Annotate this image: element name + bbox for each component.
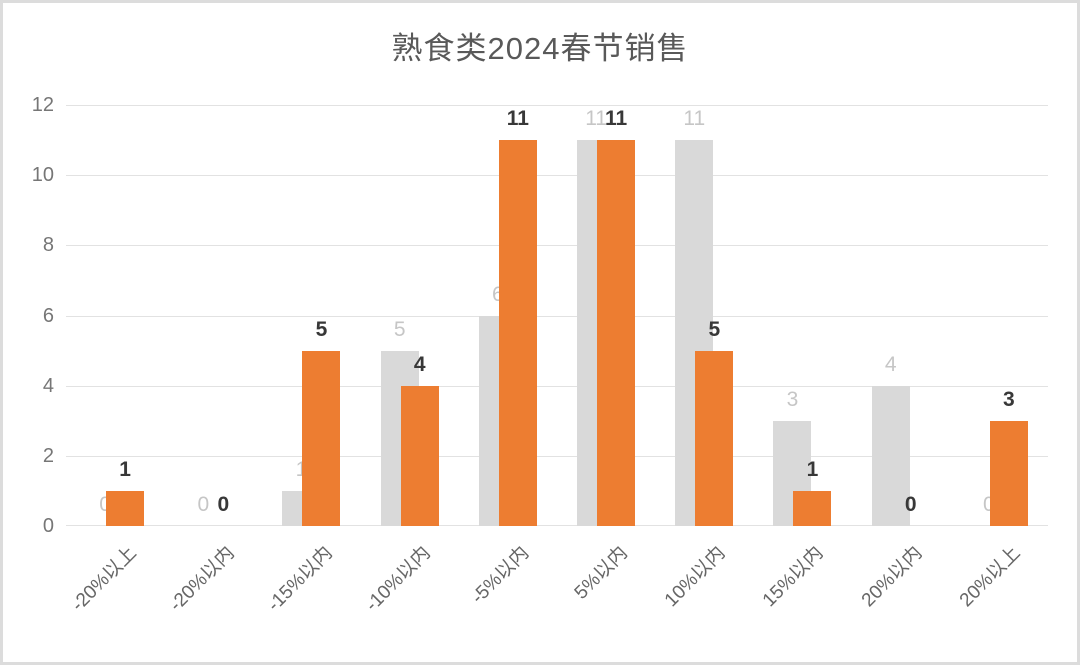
- orange-bar-label: 1: [806, 457, 819, 481]
- y-axis-tick-label: 12: [31, 94, 54, 116]
- x-axis-label-text: -20%以上: [67, 542, 141, 616]
- gray-bar-label: 11: [585, 107, 607, 131]
- orange-bar: [793, 490, 832, 526]
- orange-bar: [498, 140, 537, 526]
- y-axis-tick-label: 10: [31, 164, 54, 187]
- gray-bar-label: 5: [393, 317, 406, 341]
- x-axis-label-text: 20%以上: [955, 542, 1025, 612]
- x-axis-label-text: 20%以内: [857, 542, 927, 612]
- chart-title: 熟食类2024春节销售: [391, 31, 689, 66]
- category-group: 11 5: [655, 105, 753, 526]
- gray-bar-label: 0: [99, 493, 111, 516]
- gray-bar-label: 0: [983, 493, 995, 516]
- gridline: [66, 245, 1048, 247]
- gray-bar-label: 4: [884, 352, 897, 376]
- orange-bar: [400, 385, 439, 526]
- category-group: 6 11: [459, 105, 557, 526]
- x-axis-label-text: 15%以内: [759, 542, 828, 612]
- orange-bar-label: 5: [315, 317, 328, 341]
- x-axis-label-text: -20%以内: [165, 542, 239, 616]
- gray-bar-label: 1: [295, 457, 308, 481]
- gray-bar-label: 0: [197, 493, 210, 516]
- gridline: [66, 175, 1048, 177]
- y-axis-tick-label: 2: [42, 444, 54, 467]
- x-axis-label-text: 5%以内: [570, 542, 632, 604]
- gridline: [66, 455, 1048, 457]
- orange-bar: [597, 140, 636, 526]
- gridline: [66, 385, 1048, 387]
- gray-bar: [871, 385, 910, 526]
- x-axis-label-text: 10%以内: [661, 542, 730, 612]
- orange-bar: [302, 350, 341, 526]
- gray-bar-label: 3: [786, 387, 799, 411]
- orange-bar-label: 0: [904, 493, 917, 516]
- orange-bar-label: 3: [1003, 387, 1015, 411]
- x-axis-label-text: -15%以内: [263, 542, 337, 616]
- gray-bar-label: 11: [683, 107, 706, 131]
- gridline: [66, 315, 1048, 317]
- x-axis-label-text: -10%以内: [361, 542, 436, 616]
- gray-bar-label: 6: [492, 282, 504, 306]
- orange-bar: [989, 420, 1028, 526]
- orange-bar-label: 0: [217, 493, 230, 516]
- orange-bar-label: 1: [119, 457, 131, 481]
- y-axis-tick-label: 8: [42, 234, 54, 257]
- y-axis-tick-label: 6: [42, 304, 54, 327]
- orange-bar: [106, 490, 145, 526]
- plot-area: 0 2 4 6 8 10 12 0 1 -20%以上 0 0 -20%以内 1 5 -15%以内 5 4 -10%以…: [32, 94, 1048, 616]
- y-axis-tick-label: 4: [42, 374, 54, 397]
- gridline: [66, 105, 1048, 106]
- orange-bar-label: 11: [604, 107, 628, 131]
- gridline: [66, 525, 1048, 526]
- orange-bar-label: 11: [506, 107, 529, 131]
- x-axis-label-text: -5%以内: [467, 542, 534, 609]
- orange-bar: [695, 350, 734, 526]
- category-group: 11 11: [557, 105, 655, 526]
- orange-bar-label: 4: [413, 352, 426, 376]
- orange-bar-label: 5: [708, 317, 721, 341]
- y-axis-tick-label: 0: [42, 515, 54, 537]
